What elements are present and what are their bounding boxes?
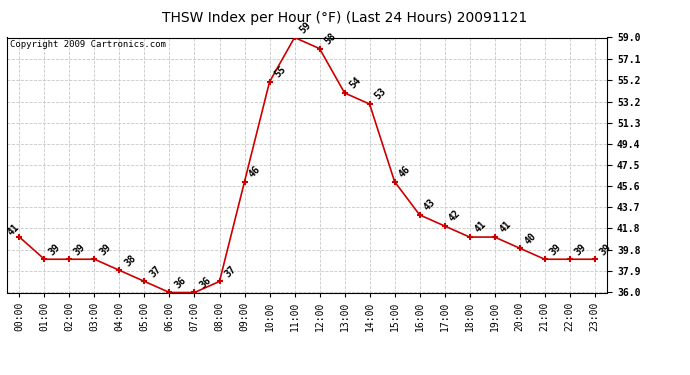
Text: 40: 40 — [522, 231, 538, 246]
Text: 39: 39 — [573, 242, 588, 257]
Text: 39: 39 — [598, 242, 613, 257]
Text: 41: 41 — [473, 219, 488, 235]
Text: 53: 53 — [373, 87, 388, 102]
Text: 55: 55 — [273, 64, 288, 80]
Text: 37: 37 — [147, 264, 163, 279]
Text: 41: 41 — [497, 219, 513, 235]
Text: 39: 39 — [47, 242, 63, 257]
Text: 54: 54 — [347, 75, 363, 91]
Text: 42: 42 — [447, 209, 463, 224]
Text: 43: 43 — [422, 197, 437, 213]
Text: 58: 58 — [322, 31, 337, 46]
Text: 59: 59 — [297, 20, 313, 35]
Text: 39: 39 — [97, 242, 112, 257]
Text: 46: 46 — [247, 164, 263, 180]
Text: 36: 36 — [172, 275, 188, 290]
Text: 46: 46 — [397, 164, 413, 180]
Text: 39: 39 — [72, 242, 88, 257]
Text: 41: 41 — [6, 222, 21, 238]
Text: Copyright 2009 Cartronics.com: Copyright 2009 Cartronics.com — [10, 40, 166, 49]
Text: 39: 39 — [547, 242, 563, 257]
Text: 38: 38 — [122, 253, 137, 268]
Text: 37: 37 — [222, 264, 237, 279]
Text: 36: 36 — [197, 275, 213, 290]
Text: THSW Index per Hour (°F) (Last 24 Hours) 20091121: THSW Index per Hour (°F) (Last 24 Hours)… — [162, 11, 528, 25]
